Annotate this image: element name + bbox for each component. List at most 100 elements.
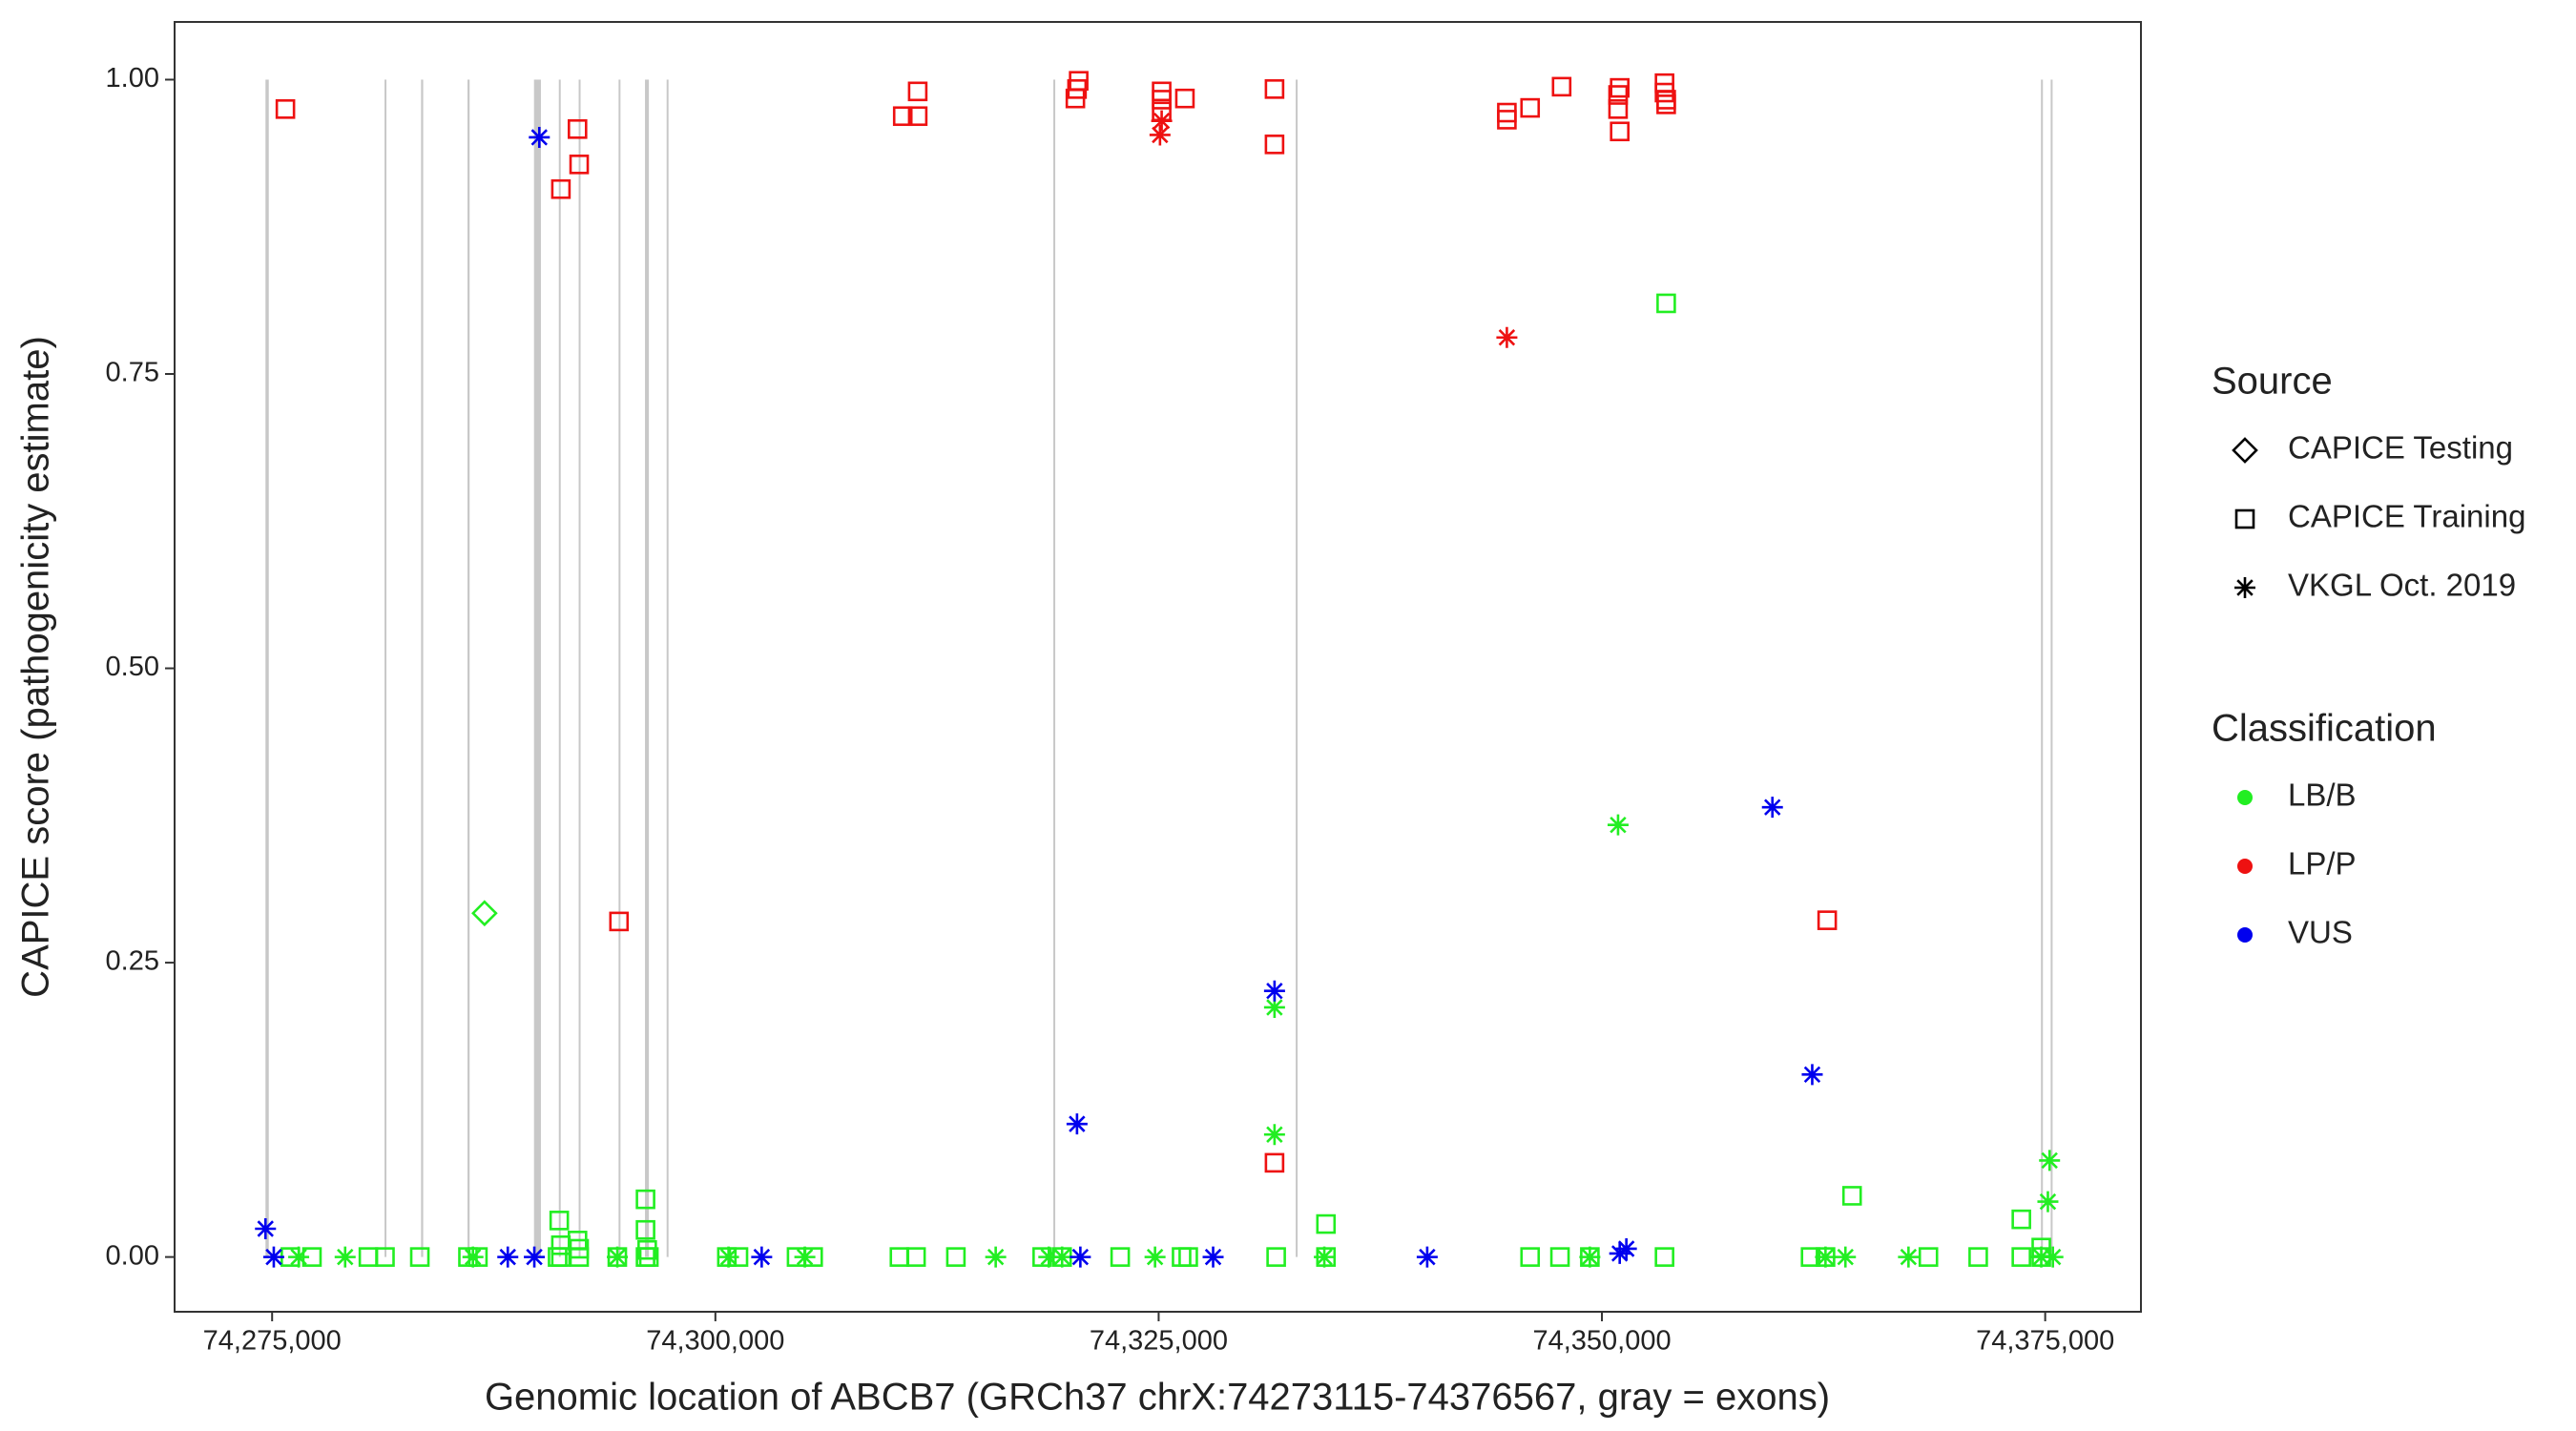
point xyxy=(1316,1213,1337,1234)
point xyxy=(1549,1247,1570,1267)
point xyxy=(549,1211,570,1231)
point xyxy=(1520,1247,1541,1267)
point xyxy=(462,1246,484,1268)
point xyxy=(1497,102,1517,123)
exon xyxy=(265,79,269,1257)
point xyxy=(1110,1247,1131,1267)
point xyxy=(945,1247,966,1267)
point xyxy=(334,1246,356,1268)
point xyxy=(1496,326,1518,348)
point xyxy=(1416,1246,1438,1268)
point xyxy=(1815,1246,1837,1268)
point xyxy=(262,1246,284,1268)
point xyxy=(2232,437,2258,464)
point xyxy=(551,178,571,199)
point xyxy=(1607,814,1629,836)
point xyxy=(1038,1246,1060,1268)
point xyxy=(1761,797,1783,819)
point xyxy=(1608,99,1629,119)
point xyxy=(1841,1186,1862,1206)
x-tick-label: 74,275,000 xyxy=(203,1326,342,1357)
x-axis-title: Genomic location of ABCB7 (GRCh37 chrX:7… xyxy=(485,1377,1830,1419)
point xyxy=(1070,1246,1091,1268)
point xyxy=(1610,77,1630,98)
point xyxy=(497,1246,519,1268)
point xyxy=(375,1247,395,1267)
point xyxy=(1202,1246,1224,1268)
point xyxy=(1314,1246,1336,1268)
point xyxy=(409,1247,430,1267)
point xyxy=(1551,76,1572,97)
exon xyxy=(1053,79,1056,1257)
point xyxy=(1263,980,1285,1002)
point xyxy=(1152,90,1172,110)
point xyxy=(1615,1237,1637,1259)
point xyxy=(1149,124,1171,146)
point xyxy=(609,911,630,932)
legend-label: VUS xyxy=(2288,915,2353,950)
point xyxy=(1579,1246,1601,1268)
point xyxy=(1918,1247,1939,1267)
legend-swatch xyxy=(2237,790,2253,805)
point xyxy=(288,1246,310,1268)
legend-swatch xyxy=(2237,859,2253,874)
point xyxy=(1835,1246,1857,1268)
point xyxy=(1801,1064,1823,1086)
exon xyxy=(421,79,424,1257)
y-tick-label: 1.00 xyxy=(106,63,159,93)
point xyxy=(2234,577,2255,598)
point xyxy=(255,1217,277,1239)
point xyxy=(2037,1191,2059,1213)
point xyxy=(1151,110,1173,132)
point xyxy=(1051,1246,1073,1268)
point xyxy=(794,1246,816,1268)
point xyxy=(2011,1247,2031,1267)
exon xyxy=(533,79,541,1257)
legend-title: Classification xyxy=(2212,708,2437,750)
point xyxy=(1520,97,1541,118)
point xyxy=(1656,293,1676,314)
point xyxy=(907,81,928,102)
x-tick-label: 74,350,000 xyxy=(1532,1326,1671,1357)
point xyxy=(1069,71,1089,92)
legend-swatch xyxy=(2237,927,2253,943)
point xyxy=(524,1246,546,1268)
point xyxy=(275,99,296,119)
point xyxy=(529,126,551,148)
plot-border xyxy=(174,21,2142,1313)
exon xyxy=(618,79,621,1257)
point xyxy=(2039,1150,2061,1172)
point xyxy=(751,1246,773,1268)
exon xyxy=(666,79,669,1257)
point xyxy=(567,119,588,139)
point xyxy=(1266,1247,1286,1267)
legend-label: VKGL Oct. 2019 xyxy=(2288,568,2516,603)
point xyxy=(892,106,913,127)
point xyxy=(905,1247,926,1267)
point xyxy=(1264,79,1285,99)
point xyxy=(471,900,498,927)
exon xyxy=(1296,79,1298,1257)
point xyxy=(717,1246,739,1268)
point xyxy=(569,155,590,175)
exon xyxy=(384,79,387,1257)
point xyxy=(1066,1113,1088,1135)
legend-label: CAPICE Testing xyxy=(2288,430,2513,466)
point xyxy=(635,1189,655,1210)
point xyxy=(907,106,928,127)
point xyxy=(2030,1246,2052,1268)
point xyxy=(607,1246,629,1268)
point xyxy=(2011,1209,2031,1230)
exon xyxy=(2050,79,2053,1257)
y-tick-label: 0.75 xyxy=(106,358,159,388)
x-tick-label: 74,375,000 xyxy=(1976,1326,2114,1357)
y-tick-label: 0.50 xyxy=(106,652,159,682)
point xyxy=(1264,1152,1285,1173)
point xyxy=(2234,508,2255,529)
exon xyxy=(578,79,581,1257)
point xyxy=(1264,135,1285,155)
exon xyxy=(645,79,650,1257)
